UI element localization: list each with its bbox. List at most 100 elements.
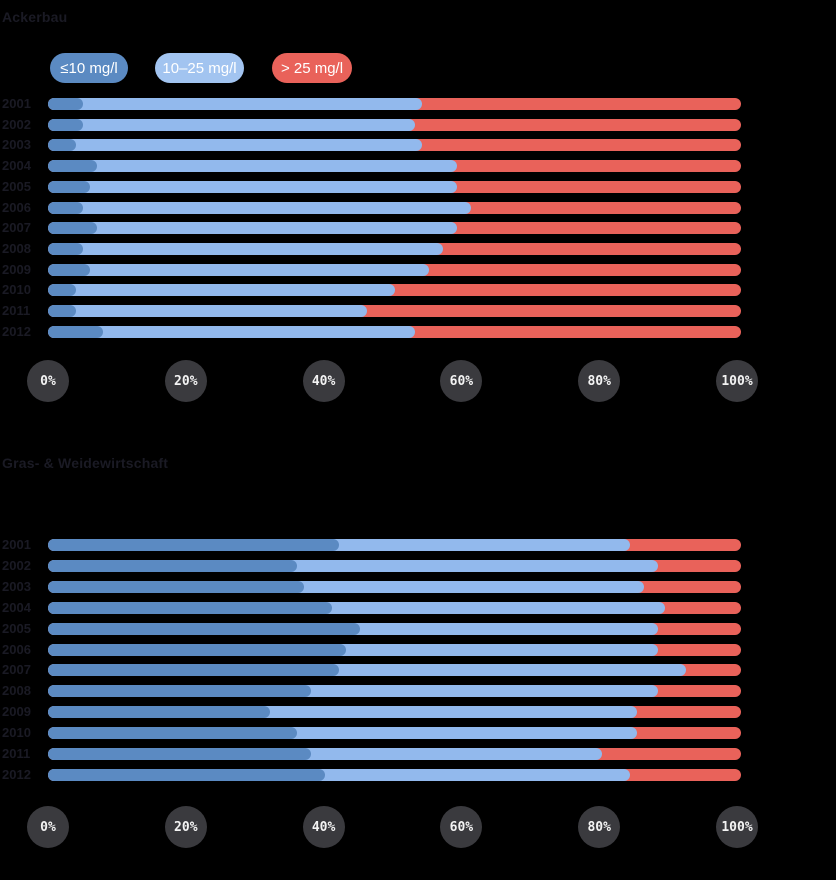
bar-segment bbox=[48, 559, 298, 572]
stacked-bar-2003 bbox=[48, 139, 741, 152]
year-label: 2009 bbox=[2, 261, 31, 277]
year-label: 2010 bbox=[2, 725, 31, 741]
year-label: 2003 bbox=[2, 137, 31, 153]
bar-segment bbox=[48, 118, 416, 131]
bar-segment bbox=[48, 139, 76, 152]
bar-segment bbox=[48, 180, 90, 193]
stacked-bar-2005 bbox=[48, 180, 741, 193]
stacked-bar-2010 bbox=[48, 284, 741, 297]
bar-segment bbox=[48, 160, 457, 173]
bar-segment bbox=[48, 98, 83, 110]
bar-segment bbox=[48, 706, 270, 719]
legend-key-2: > 25 mg/l bbox=[272, 53, 352, 83]
bar-segment bbox=[48, 305, 76, 317]
bar-segment bbox=[48, 263, 430, 276]
stacked-bar-2002 bbox=[48, 559, 741, 572]
bar-segment bbox=[48, 98, 423, 110]
year-label: 2002 bbox=[2, 557, 31, 573]
stacked-bar-2001 bbox=[48, 98, 741, 110]
year-label: 2011 bbox=[2, 746, 31, 762]
year-label: 2007 bbox=[2, 662, 31, 678]
bar-segment bbox=[48, 201, 471, 214]
stacked-bar-2012 bbox=[48, 325, 741, 338]
bar-segment bbox=[48, 139, 423, 152]
bar-segment bbox=[48, 325, 104, 338]
year-label: 2012 bbox=[2, 767, 31, 782]
stacked-bar-2008 bbox=[48, 242, 741, 255]
stacked-bar-2005 bbox=[48, 622, 741, 635]
bar-segment bbox=[48, 769, 326, 781]
bar-segment bbox=[48, 284, 76, 297]
bar-segment bbox=[48, 222, 97, 235]
year-label: 2009 bbox=[2, 704, 31, 720]
year-label: 2004 bbox=[2, 158, 31, 174]
axis-tick-badge: 0% bbox=[27, 806, 69, 848]
year-label: 2006 bbox=[2, 641, 31, 657]
year-label: 2005 bbox=[2, 178, 31, 194]
stacked-bar-2004 bbox=[48, 601, 741, 614]
bar-segment bbox=[48, 118, 83, 131]
bar-segment bbox=[48, 622, 360, 635]
axis-tick-badge: 60% bbox=[440, 360, 483, 402]
axis-tick-badge: 100% bbox=[716, 806, 758, 848]
legend-key-1: 10–25 mg/l bbox=[155, 53, 244, 83]
stacked-bar-2007 bbox=[48, 222, 741, 235]
stacked-bar-2007 bbox=[48, 664, 741, 677]
stacked-bar-2012 bbox=[48, 769, 741, 781]
axis-tick-badge: 80% bbox=[578, 806, 621, 848]
bar-segment bbox=[48, 643, 346, 656]
axis-tick-badge: 80% bbox=[578, 360, 621, 402]
bar-segment bbox=[48, 601, 333, 614]
stacked-bar-2011 bbox=[48, 305, 741, 317]
stacked-bar-2009 bbox=[48, 263, 741, 276]
stacked-bar-2011 bbox=[48, 748, 741, 761]
axis-tick-badge: 20% bbox=[164, 806, 207, 848]
chart-title-ackerbau: Ackerbau bbox=[2, 9, 68, 25]
bar-segment bbox=[48, 180, 457, 193]
year-label: 2008 bbox=[2, 683, 31, 699]
year-label: 2001 bbox=[2, 96, 31, 111]
stacked-bar-2002 bbox=[48, 118, 741, 131]
stacked-bar-2004 bbox=[48, 160, 741, 173]
bar-segment bbox=[48, 685, 312, 698]
stacked-bar-2006 bbox=[48, 643, 741, 656]
stacked-bar-2001 bbox=[48, 539, 741, 551]
year-label: 2010 bbox=[2, 282, 31, 298]
bar-segment bbox=[48, 727, 298, 740]
bar-segment bbox=[48, 664, 340, 677]
stacked-bar-2003 bbox=[48, 580, 741, 593]
year-label: 2001 bbox=[2, 537, 31, 552]
stacked-bar-2010 bbox=[48, 727, 741, 740]
axis-tick-badge: 40% bbox=[302, 360, 345, 402]
bar-segment bbox=[48, 242, 443, 255]
bar-segment bbox=[48, 222, 457, 235]
bar-segment bbox=[48, 580, 305, 593]
stacked-bar-2006 bbox=[48, 201, 741, 214]
year-label: 2006 bbox=[2, 199, 31, 215]
stacked-bar-2008 bbox=[48, 685, 741, 698]
bar-segment bbox=[48, 305, 367, 317]
axis-tick-badge: 0% bbox=[27, 360, 69, 402]
year-label: 2003 bbox=[2, 578, 31, 594]
axis-tick-badge: 60% bbox=[440, 806, 483, 848]
year-label: 2004 bbox=[2, 599, 31, 615]
year-label: 2005 bbox=[2, 620, 31, 636]
year-label: 2011 bbox=[2, 303, 31, 318]
axis-tick-badge: 20% bbox=[164, 360, 207, 402]
bar-segment bbox=[48, 242, 83, 255]
bar-segment bbox=[48, 539, 340, 551]
bar-segment bbox=[48, 325, 416, 338]
year-label: 2007 bbox=[2, 220, 31, 236]
bar-segment bbox=[48, 748, 312, 761]
year-label: 2012 bbox=[2, 323, 31, 339]
year-label: 2008 bbox=[2, 240, 31, 256]
bar-segment bbox=[48, 201, 83, 214]
bar-segment bbox=[48, 160, 97, 173]
chart-title-graswirtschaft: Gras- & Weidewirtschaft bbox=[2, 455, 169, 471]
year-label: 2002 bbox=[2, 116, 31, 132]
axis-tick-badge: 40% bbox=[302, 806, 345, 848]
legend-key-0: ≤10 mg/l bbox=[50, 53, 128, 83]
axis-tick-badge: 100% bbox=[716, 360, 758, 402]
bar-segment bbox=[48, 284, 395, 297]
